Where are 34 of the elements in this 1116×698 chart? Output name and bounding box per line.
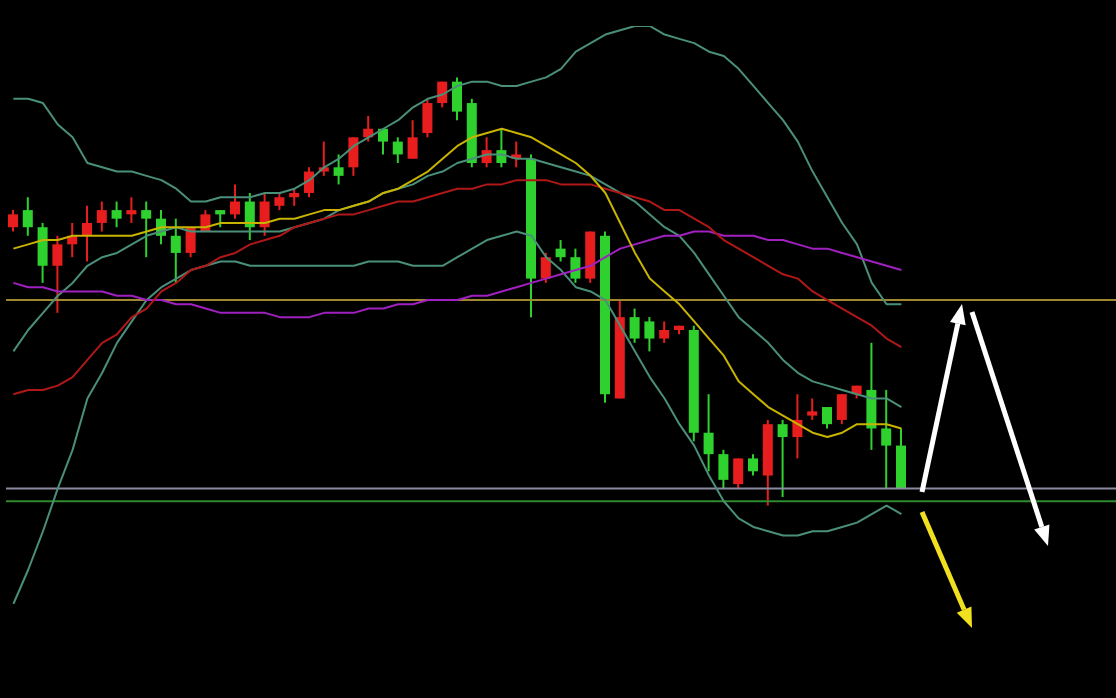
candlestick [629,307,640,344]
candlestick [807,397,818,421]
candlestick [407,119,418,160]
candlestick [836,393,847,426]
candlestick [555,239,566,263]
candlestick [570,247,581,284]
candlestick [141,200,152,259]
candlestick [422,97,433,139]
candlestick [8,209,18,233]
candlestick [644,316,655,353]
candlestick [111,200,122,229]
candlestick [703,393,714,473]
candlestick [777,418,788,498]
candlestick [659,320,670,344]
candlestick [378,127,388,156]
candlestick [540,251,551,284]
candlestick [718,448,729,490]
candlestick [333,153,344,186]
candlestick [22,196,33,237]
candlestick [896,427,906,490]
candlestick [52,234,63,314]
candlestick [392,136,403,165]
candlestick [230,183,240,220]
candlestick [170,217,181,284]
candlestick [881,388,892,490]
candlestick [748,453,758,477]
candlestick [733,457,744,490]
candlestick [348,136,359,177]
candlestick [452,76,462,122]
candlestick [82,204,92,263]
candlestick [37,221,48,284]
candlestick [96,200,107,233]
candlestick [822,406,832,430]
candlestick [126,196,137,224]
